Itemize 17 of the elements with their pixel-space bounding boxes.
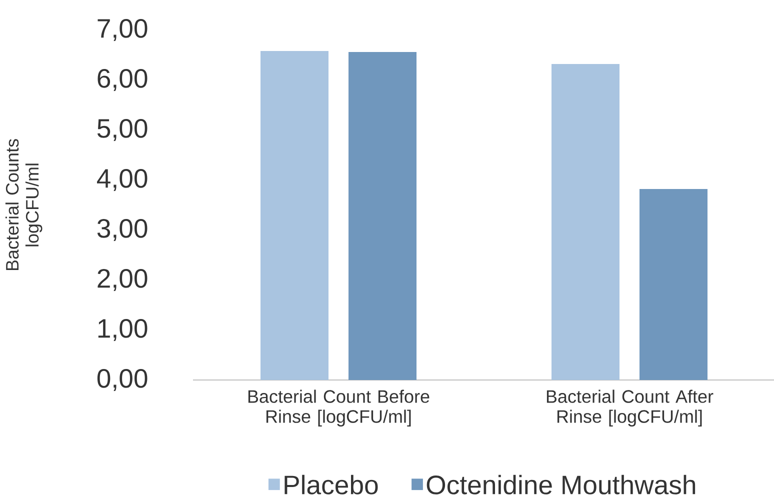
legend-label: Placebo: [284, 474, 378, 494]
y-tick-label: 6,00: [98, 68, 148, 92]
legend-label: Octenidine Mouthwash: [426, 474, 696, 494]
y-tick-label: 4,00: [97, 168, 148, 191]
x-tick-label: Bacterial Count Before Rinse [logCFU/ml]: [248, 390, 430, 426]
bar: [640, 188, 708, 380]
y-tick-label: 3,00: [97, 218, 148, 241]
bar: [260, 50, 329, 380]
bar: [552, 64, 620, 380]
bar: [348, 52, 417, 380]
y-tick-label: 5,00: [97, 118, 148, 141]
y-axis-title: Bacterial Counts logCFU/ml: [5, 139, 42, 270]
y-tick-label: 0,00: [97, 368, 148, 391]
x-tick-label: Bacterial Count After Rinse [logCFU/ml]: [546, 390, 714, 426]
y-tick-label: 7,00: [98, 18, 148, 42]
y-tick-label: 2,00: [98, 268, 148, 291]
y-tick-label: 1,00: [98, 318, 148, 341]
